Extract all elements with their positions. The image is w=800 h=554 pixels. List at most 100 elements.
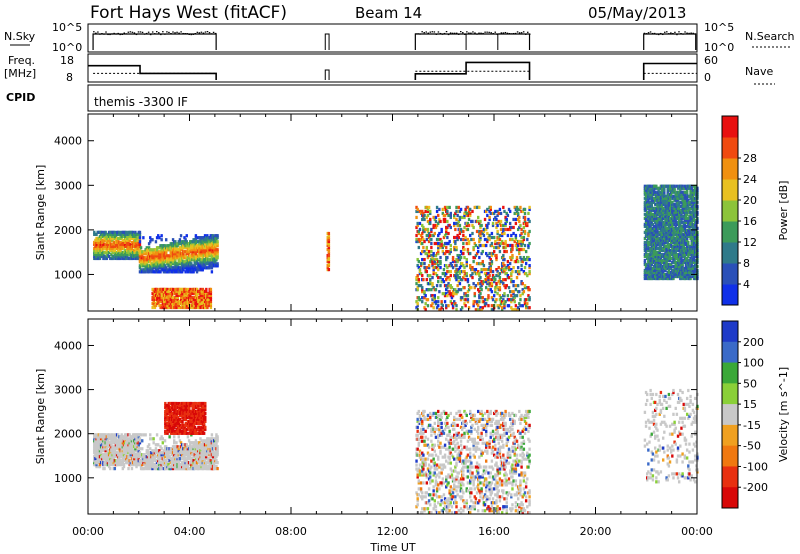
range-cell [524, 230, 526, 233]
range-cell [514, 212, 516, 215]
range-cell [415, 234, 417, 237]
range-cell [437, 276, 439, 279]
range-cell [450, 226, 452, 229]
range-cell [508, 286, 510, 289]
range-cell [453, 236, 455, 239]
range-cell [500, 296, 502, 299]
nsky-tick-bottom: 10^0 [52, 41, 82, 54]
nsky-dot [134, 32, 136, 33]
range-cell [644, 259, 646, 262]
nsky-dot [209, 32, 211, 33]
nsky-dot [180, 31, 182, 32]
range-cell [528, 258, 530, 261]
colorbar-tick-label: 24 [743, 173, 757, 186]
range-cell [431, 302, 433, 305]
range-cell [518, 216, 520, 219]
range-cell [461, 296, 463, 299]
range-cell [437, 214, 439, 217]
range-cell [469, 234, 471, 237]
rti-plot: Fort Hays West (fitACF) Beam 14 05/May/2… [0, 0, 800, 554]
range-cell [520, 248, 522, 251]
range-cell [139, 240, 141, 243]
nsearch-tick-bottom: 10^0 [704, 41, 734, 54]
range-cell [502, 228, 504, 231]
range-cell [139, 231, 141, 234]
range-cell [436, 210, 438, 213]
range-cell [512, 226, 514, 229]
range-cell [462, 252, 464, 255]
nsky-dot [99, 34, 101, 35]
nsky-dot [501, 32, 503, 33]
range-cell [491, 304, 493, 307]
range-cell [461, 216, 463, 219]
range-cell [474, 300, 476, 303]
range-cell [459, 224, 461, 227]
nsky-dot [154, 33, 156, 34]
range-cell [494, 210, 496, 213]
range-cell [518, 220, 520, 223]
range-cell [160, 238, 162, 241]
nsky-dot [425, 31, 427, 32]
nsky-dot [674, 32, 676, 33]
range-cell [483, 268, 485, 271]
range-cell [519, 206, 521, 209]
nsky-dot [126, 33, 128, 34]
nave-tick-top: 60 [704, 54, 718, 67]
range-cell [482, 306, 484, 309]
nsky-dot [503, 32, 505, 33]
range-cell [421, 258, 423, 261]
range-cell [491, 290, 493, 293]
range-cell [103, 467, 105, 470]
cpid-label: CPID [6, 91, 35, 104]
range-cell [487, 222, 489, 225]
range-cell [432, 266, 434, 269]
y-tick-label: 1000 [54, 268, 82, 281]
nsky-dot [419, 33, 421, 34]
range-cell [461, 306, 463, 309]
nsky-dot [670, 32, 672, 33]
nsearch-label: N.Search [745, 30, 795, 43]
nsky-dot [430, 32, 432, 33]
range-cell [446, 270, 448, 273]
nsky-dot [509, 33, 511, 34]
range-cell [437, 304, 439, 307]
range-cell [426, 234, 428, 237]
freq-panel [88, 54, 697, 82]
range-cell [523, 236, 525, 239]
range-cell [463, 266, 465, 269]
range-cell [673, 185, 675, 188]
range-cell [511, 244, 513, 247]
nsky-dot [111, 33, 113, 34]
range-cell [485, 302, 487, 305]
range-cell [500, 212, 502, 215]
range-cell [439, 284, 441, 287]
nsky-dot [662, 34, 664, 35]
range-cell [462, 238, 464, 241]
nsky-dot [103, 34, 105, 35]
range-cell [528, 296, 530, 299]
range-cell [493, 250, 495, 253]
range-cell [524, 244, 526, 247]
range-cell [467, 294, 469, 297]
range-cell [434, 232, 436, 235]
range-cell [424, 294, 426, 297]
range-cell [495, 298, 497, 301]
nsky-dot [434, 31, 436, 32]
range-cell [443, 268, 445, 271]
freq-tick-top: 18 [60, 54, 74, 67]
range-cell [510, 226, 512, 229]
range-cell [500, 228, 502, 231]
range-cell [478, 300, 480, 303]
range-cell [467, 278, 469, 281]
range-cell [416, 302, 418, 305]
nsky-dot [680, 33, 682, 34]
range-cell [523, 290, 525, 293]
range-cell [460, 238, 462, 241]
range-cell [439, 256, 441, 259]
nsky-line [93, 34, 216, 50]
range-cell [416, 222, 418, 225]
range-cell [486, 214, 488, 217]
range-cell [456, 214, 458, 217]
range-cell [428, 288, 430, 291]
range-cell [423, 218, 425, 221]
